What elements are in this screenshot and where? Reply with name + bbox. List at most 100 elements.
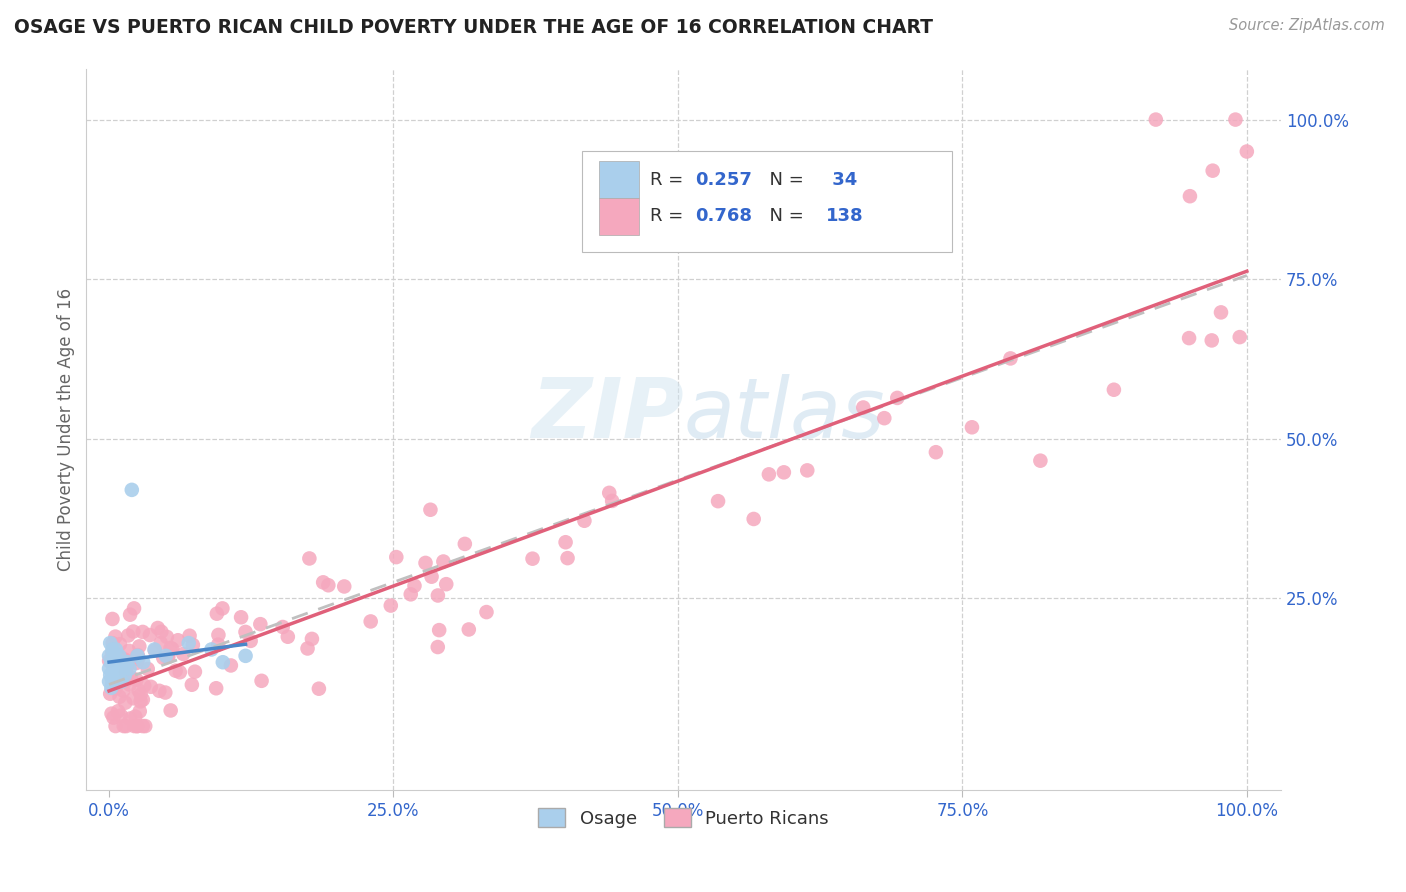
- Point: [277, 630, 299, 644]
- Point: [146, 621, 169, 635]
- Point: [454, 537, 477, 551]
- Point: [159, 703, 181, 717]
- Point: [122, 691, 145, 706]
- Point: [98, 648, 121, 663]
- Point: [108, 648, 131, 663]
- Point: [360, 615, 382, 629]
- Point: [115, 665, 138, 679]
- Point: [107, 668, 129, 682]
- Text: atlas: atlas: [683, 375, 886, 455]
- Point: [127, 652, 149, 666]
- Point: [128, 704, 150, 718]
- Point: [101, 636, 124, 650]
- Point: [115, 673, 138, 688]
- Point: [415, 556, 437, 570]
- Point: [301, 632, 323, 646]
- Point: [399, 587, 422, 601]
- Point: [205, 607, 228, 621]
- Point: [117, 628, 139, 642]
- Point: [104, 719, 127, 733]
- Point: [120, 712, 142, 726]
- Point: [132, 692, 155, 706]
- Point: [1236, 145, 1258, 159]
- Point: [155, 648, 177, 663]
- Point: [873, 411, 896, 425]
- Text: R =: R =: [650, 170, 689, 188]
- Point: [420, 570, 443, 584]
- Point: [167, 633, 190, 648]
- Point: [127, 648, 149, 663]
- Point: [110, 651, 132, 665]
- Point: [925, 445, 948, 459]
- FancyBboxPatch shape: [599, 198, 640, 235]
- Legend: Osage, Puerto Ricans: Osage, Puerto Ricans: [531, 801, 837, 835]
- Point: [134, 679, 156, 693]
- Point: [103, 662, 125, 676]
- Point: [101, 612, 124, 626]
- Point: [250, 673, 273, 688]
- Text: 138: 138: [825, 208, 863, 226]
- Point: [132, 655, 155, 669]
- Point: [110, 674, 132, 689]
- Point: [100, 681, 122, 695]
- Point: [149, 636, 172, 650]
- Point: [235, 648, 257, 663]
- Point: [101, 674, 124, 689]
- Point: [179, 629, 201, 643]
- Point: [139, 680, 162, 694]
- Point: [308, 681, 330, 696]
- Point: [457, 623, 479, 637]
- Point: [426, 640, 449, 654]
- Point: [105, 662, 128, 676]
- Point: [125, 656, 148, 670]
- Point: [108, 637, 131, 651]
- Point: [148, 683, 170, 698]
- Point: [98, 654, 121, 668]
- Point: [297, 641, 319, 656]
- Point: [110, 655, 132, 669]
- Point: [127, 719, 149, 733]
- Point: [100, 655, 122, 669]
- Point: [235, 624, 257, 639]
- Point: [184, 665, 207, 679]
- Point: [132, 719, 155, 733]
- Point: [600, 494, 623, 508]
- Point: [1000, 351, 1022, 366]
- Point: [104, 642, 127, 657]
- Point: [181, 638, 204, 652]
- Point: [165, 664, 187, 678]
- Point: [172, 647, 194, 661]
- Point: [121, 483, 143, 497]
- Point: [432, 555, 454, 569]
- Point: [98, 636, 121, 650]
- Text: N =: N =: [758, 170, 810, 188]
- Point: [128, 683, 150, 698]
- Point: [98, 668, 121, 682]
- Text: 34: 34: [825, 170, 858, 188]
- Point: [117, 655, 139, 669]
- Point: [150, 624, 173, 639]
- FancyBboxPatch shape: [599, 161, 640, 198]
- Text: OSAGE VS PUERTO RICAN CHILD POVERTY UNDER THE AGE OF 16 CORRELATION CHART: OSAGE VS PUERTO RICAN CHILD POVERTY UNDE…: [14, 18, 934, 37]
- Point: [1029, 453, 1052, 467]
- Point: [211, 655, 233, 669]
- FancyBboxPatch shape: [582, 152, 952, 252]
- Point: [169, 665, 191, 680]
- Point: [207, 638, 229, 652]
- Point: [104, 681, 127, 696]
- Point: [157, 649, 180, 664]
- Point: [554, 535, 576, 549]
- Point: [380, 599, 402, 613]
- Point: [156, 649, 179, 664]
- Point: [129, 687, 152, 701]
- Point: [115, 719, 138, 733]
- Point: [152, 651, 174, 665]
- Point: [852, 401, 875, 415]
- Point: [404, 579, 426, 593]
- Point: [385, 550, 408, 565]
- Point: [160, 641, 183, 656]
- Point: [120, 607, 142, 622]
- Point: [115, 659, 138, 673]
- Point: [114, 696, 136, 710]
- Text: N =: N =: [758, 208, 810, 226]
